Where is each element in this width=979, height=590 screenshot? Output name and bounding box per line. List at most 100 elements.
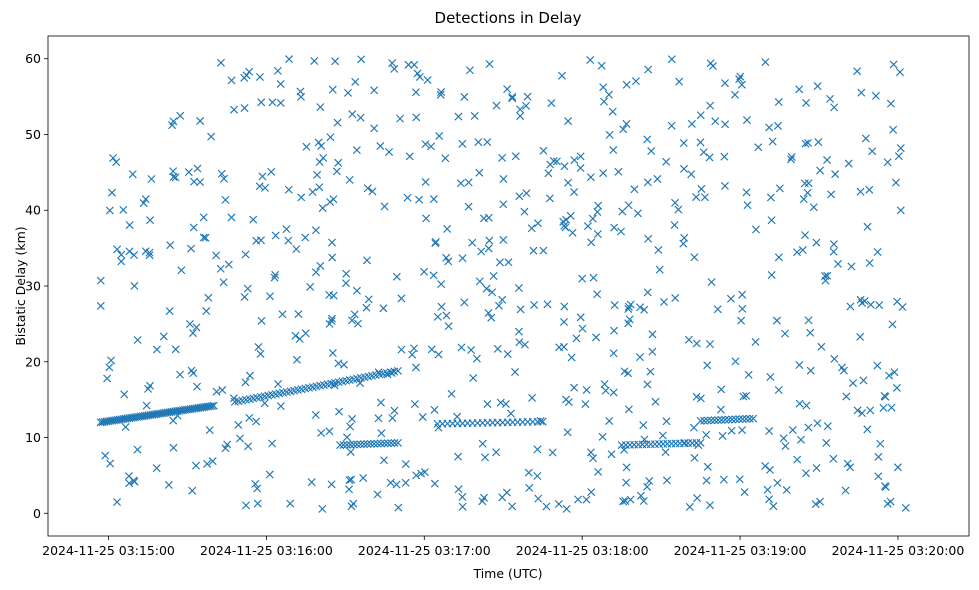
- data-point-marker: [608, 107, 617, 116]
- data-point-marker: [538, 417, 547, 426]
- data-point-marker: [842, 392, 851, 401]
- data-point-marker: [346, 447, 355, 456]
- data-point-marker: [618, 207, 627, 216]
- data-point-marker: [823, 271, 832, 280]
- data-point-marker: [679, 239, 688, 248]
- data-point-marker: [146, 381, 155, 390]
- data-point-marker: [393, 438, 402, 447]
- data-point-marker: [881, 483, 890, 492]
- data-point-marker: [130, 251, 139, 260]
- data-point-marker: [736, 72, 745, 81]
- data-point-marker: [376, 398, 385, 407]
- data-point-marker: [626, 300, 635, 309]
- data-point-marker: [796, 435, 805, 444]
- data-point-marker: [728, 415, 737, 424]
- data-point-marker: [592, 333, 601, 342]
- data-point-marker: [883, 158, 892, 167]
- data-point-marker: [801, 139, 810, 148]
- data-point-marker: [207, 401, 216, 410]
- data-point-marker: [754, 143, 763, 152]
- data-point-marker: [377, 429, 386, 438]
- data-point-marker: [458, 139, 467, 148]
- data-point-marker: [260, 183, 269, 192]
- data-point-marker: [516, 105, 525, 114]
- data-point-marker: [142, 401, 151, 410]
- data-point-marker: [458, 502, 467, 511]
- data-point-marker: [227, 213, 236, 222]
- data-point-marker: [856, 187, 865, 196]
- data-point-marker: [487, 313, 496, 322]
- data-point-marker: [886, 99, 895, 108]
- data-point-marker: [881, 392, 890, 401]
- data-point-marker: [212, 251, 221, 260]
- data-point-marker: [411, 363, 420, 372]
- data-point-marker: [401, 460, 410, 469]
- data-point-marker: [644, 234, 653, 243]
- data-point-marker: [403, 193, 412, 202]
- data-point-marker: [397, 294, 406, 303]
- data-point-marker: [152, 345, 161, 354]
- x-tick-label: 2024-11-25 03:15:00: [42, 543, 175, 558]
- data-point-marker: [626, 495, 635, 504]
- data-point-marker: [351, 77, 360, 86]
- data-point-marker: [889, 125, 898, 134]
- data-point-marker: [208, 457, 217, 466]
- data-point-marker: [829, 454, 838, 463]
- data-point-marker: [830, 354, 839, 363]
- data-point-marker: [472, 354, 481, 363]
- data-point-marker: [318, 504, 327, 513]
- data-point-marker: [464, 202, 473, 211]
- data-point-marker: [434, 350, 443, 359]
- data-point-marker: [578, 324, 587, 333]
- data-point-marker: [751, 337, 760, 346]
- data-point-marker: [488, 288, 497, 297]
- data-point-marker: [345, 485, 354, 494]
- data-point-marker: [659, 297, 668, 307]
- data-point-marker: [506, 409, 515, 418]
- data-point-marker: [501, 399, 510, 408]
- data-point-marker: [547, 99, 556, 108]
- data-point-marker: [412, 471, 421, 480]
- data-point-marker: [826, 94, 835, 103]
- data-point-marker: [865, 185, 874, 194]
- data-point-marker: [339, 440, 348, 449]
- data-point-marker: [334, 158, 343, 167]
- data-point-marker: [470, 111, 479, 120]
- data-point-marker: [286, 499, 295, 508]
- data-point-marker: [581, 400, 590, 409]
- data-point-marker: [499, 200, 508, 209]
- data-point-marker: [687, 170, 696, 179]
- data-point-marker: [96, 276, 105, 285]
- data-point-marker: [454, 485, 463, 494]
- data-point-marker: [379, 304, 388, 313]
- data-point-marker: [648, 347, 657, 356]
- data-point-marker: [533, 471, 542, 481]
- data-point-marker: [570, 383, 579, 392]
- data-point-marker: [555, 343, 564, 352]
- plot-area-frame: [47, 35, 970, 537]
- data-point-marker: [152, 464, 161, 473]
- data-point-marker: [717, 415, 726, 424]
- data-point-marker: [410, 400, 419, 409]
- data-point-marker: [475, 168, 484, 177]
- data-point-marker: [296, 87, 305, 96]
- data-point-marker: [397, 345, 406, 354]
- data-point-marker: [743, 201, 752, 210]
- data-point-marker: [379, 456, 388, 465]
- data-point-marker: [353, 319, 362, 328]
- y-tick-label: 0: [33, 506, 41, 521]
- data-point-marker: [875, 301, 884, 310]
- data-point-marker: [720, 181, 729, 190]
- data-point-marker: [671, 294, 680, 303]
- data-point-marker: [636, 491, 645, 500]
- data-point-marker: [474, 138, 483, 147]
- data-point-marker: [619, 497, 628, 506]
- data-point-marker: [694, 441, 703, 450]
- y-tick-label: 10: [25, 430, 41, 445]
- data-point-marker: [454, 452, 463, 461]
- x-tick-label: 2024-11-25 03:20:00: [832, 543, 965, 558]
- y-tick-label: 40: [25, 203, 41, 218]
- data-point-marker: [335, 407, 344, 416]
- data-point-marker: [742, 188, 751, 197]
- data-point-marker: [325, 427, 334, 436]
